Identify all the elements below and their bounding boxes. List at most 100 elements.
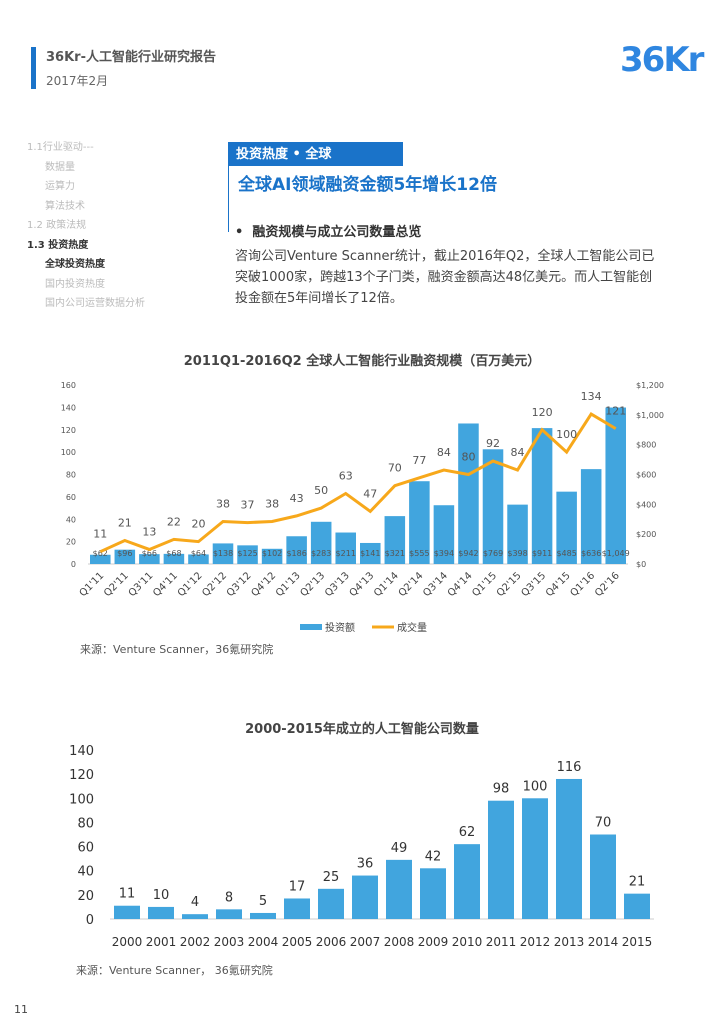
funding-bar xyxy=(384,516,406,564)
company-bar xyxy=(488,800,514,919)
funding-bar xyxy=(409,481,430,564)
x-tick-label: Q2'11 xyxy=(102,570,131,599)
x-tick-label: Q2'12 xyxy=(200,570,229,599)
legend-line-label: 成交量 xyxy=(397,621,427,634)
right-tick-label: $1,200 xyxy=(636,381,664,390)
x-tick-label: 2010 xyxy=(452,935,483,949)
x-tick-label: Q3'14 xyxy=(421,570,450,599)
bar-value-label: 49 xyxy=(391,841,408,856)
nav-item[interactable]: 国内投资热度 xyxy=(45,278,105,290)
bar-value-label: $911 xyxy=(532,549,552,558)
funding-chart: 020406080100120140160$0$200$400$600$800$… xyxy=(61,381,664,634)
legend-bar-swatch xyxy=(300,624,322,630)
x-tick-label: Q3'11 xyxy=(127,570,156,599)
legend-bar-label: 投资额 xyxy=(325,621,355,634)
funding-bar xyxy=(139,554,160,564)
x-tick-label: Q2'15 xyxy=(495,570,524,599)
line-value-label: 22 xyxy=(167,515,181,528)
y-tick-label: 60 xyxy=(77,841,94,856)
right-tick-label: $200 xyxy=(636,530,656,539)
right-tick-label: $0 xyxy=(636,560,646,569)
line-value-label: 120 xyxy=(532,406,553,419)
line-value-label: 92 xyxy=(486,437,500,450)
nav-item[interactable]: 国内公司运营数据分析 xyxy=(45,298,145,309)
bar-value-label: 21 xyxy=(629,875,646,890)
chart2-title: 2000-2015年成立的人工智能公司数量 xyxy=(245,722,479,737)
x-tick-label: Q2'14 xyxy=(397,570,426,599)
x-tick-label: Q1'13 xyxy=(274,570,303,599)
funding-bar xyxy=(580,469,602,564)
x-tick-label: Q4'15 xyxy=(544,570,573,599)
company-bar xyxy=(556,778,582,919)
company-bar xyxy=(454,844,480,919)
deals-line xyxy=(99,412,617,554)
company-bar xyxy=(284,898,310,919)
nav-item[interactable]: 1.2 政策法规 xyxy=(27,220,87,231)
y-tick-label: 120 xyxy=(69,768,94,783)
nav-item[interactable]: 1.1行业驱动--- xyxy=(27,142,94,153)
right-tick-label: $1,000 xyxy=(636,411,664,420)
x-tick-label: Q3'13 xyxy=(323,570,352,599)
bar-value-label: $138 xyxy=(213,549,233,558)
funding-bar xyxy=(237,545,258,564)
company-bar xyxy=(590,834,616,919)
line-value-label: 47 xyxy=(363,487,377,500)
section-headline: 全球AI领域融资金额5年增长12倍 xyxy=(238,175,497,195)
bar-value-label: $66 xyxy=(142,549,157,558)
bar-value-label: $62 xyxy=(93,549,108,558)
chart2-source: 来源：Venture Scanner， 36氪研究院 xyxy=(76,964,273,977)
company-bar xyxy=(318,888,344,919)
funding-bar xyxy=(114,549,136,564)
y-tick-label: 140 xyxy=(69,744,94,759)
right-tick-label: $800 xyxy=(636,441,656,450)
x-tick-label: 2006 xyxy=(316,935,347,949)
bar-value-label: 100 xyxy=(523,779,548,794)
bar-value-label: 5 xyxy=(259,894,267,909)
bar-value-label: $96 xyxy=(117,549,132,558)
report-title: 36Kr-人工智能行业研究报告 xyxy=(46,50,216,65)
bar-value-label: $555 xyxy=(409,549,429,558)
company-bar xyxy=(420,868,446,919)
company-bar xyxy=(386,859,412,919)
nav-item[interactable]: 运算力 xyxy=(45,181,75,192)
line-value-label: 11 xyxy=(93,528,107,541)
line-value-label: 134 xyxy=(581,390,602,403)
y-tick-label: 80 xyxy=(77,816,94,831)
line-value-label: 43 xyxy=(290,492,304,505)
company-bar xyxy=(250,912,276,919)
nav-item[interactable]: 数据量 xyxy=(45,161,75,173)
bar-value-label: 11 xyxy=(119,887,136,902)
company-bar xyxy=(114,905,140,919)
funding-bar xyxy=(188,554,209,564)
nav-item[interactable]: 1.3 投资热度 xyxy=(27,239,89,251)
chart1-source: 来源：Venture Scanner，36氪研究院 xyxy=(80,643,274,656)
funding-bar xyxy=(531,428,553,564)
bar-value-label: 10 xyxy=(153,888,170,903)
funding-bar xyxy=(163,553,185,564)
y-tick-label: 20 xyxy=(77,889,94,904)
bar-value-label: 42 xyxy=(425,849,442,864)
funding-bar xyxy=(261,548,283,564)
bar-value-label: $64 xyxy=(191,549,206,558)
left-tick-label: 0 xyxy=(71,560,76,569)
funding-bar xyxy=(335,532,356,564)
left-tick-label: 20 xyxy=(66,538,76,547)
line-value-label: 38 xyxy=(265,497,279,510)
left-tick-label: 120 xyxy=(61,426,76,435)
bar-value-label: $394 xyxy=(434,549,454,558)
36kr-logo: 36Kr xyxy=(620,40,704,80)
left-tick-label: 60 xyxy=(66,493,76,502)
line-value-label: 20 xyxy=(191,518,205,531)
x-tick-label: 2014 xyxy=(588,935,619,949)
left-tick-label: 80 xyxy=(66,471,76,480)
x-tick-label: Q2'13 xyxy=(299,570,328,599)
funding-bar xyxy=(360,542,381,564)
company-bar xyxy=(148,906,174,919)
nav-item[interactable]: 算法技术 xyxy=(45,200,85,212)
line-value-label: 100 xyxy=(556,428,577,441)
nav-item[interactable]: 全球投资热度 xyxy=(45,259,105,270)
left-tick-label: 140 xyxy=(61,403,76,412)
body-paragraph: 咨询公司Venture Scanner统计，截止2016年Q2，全球人工智能公司… xyxy=(235,249,655,306)
funding-bar xyxy=(605,407,626,564)
bar-value-label: 36 xyxy=(357,857,374,872)
